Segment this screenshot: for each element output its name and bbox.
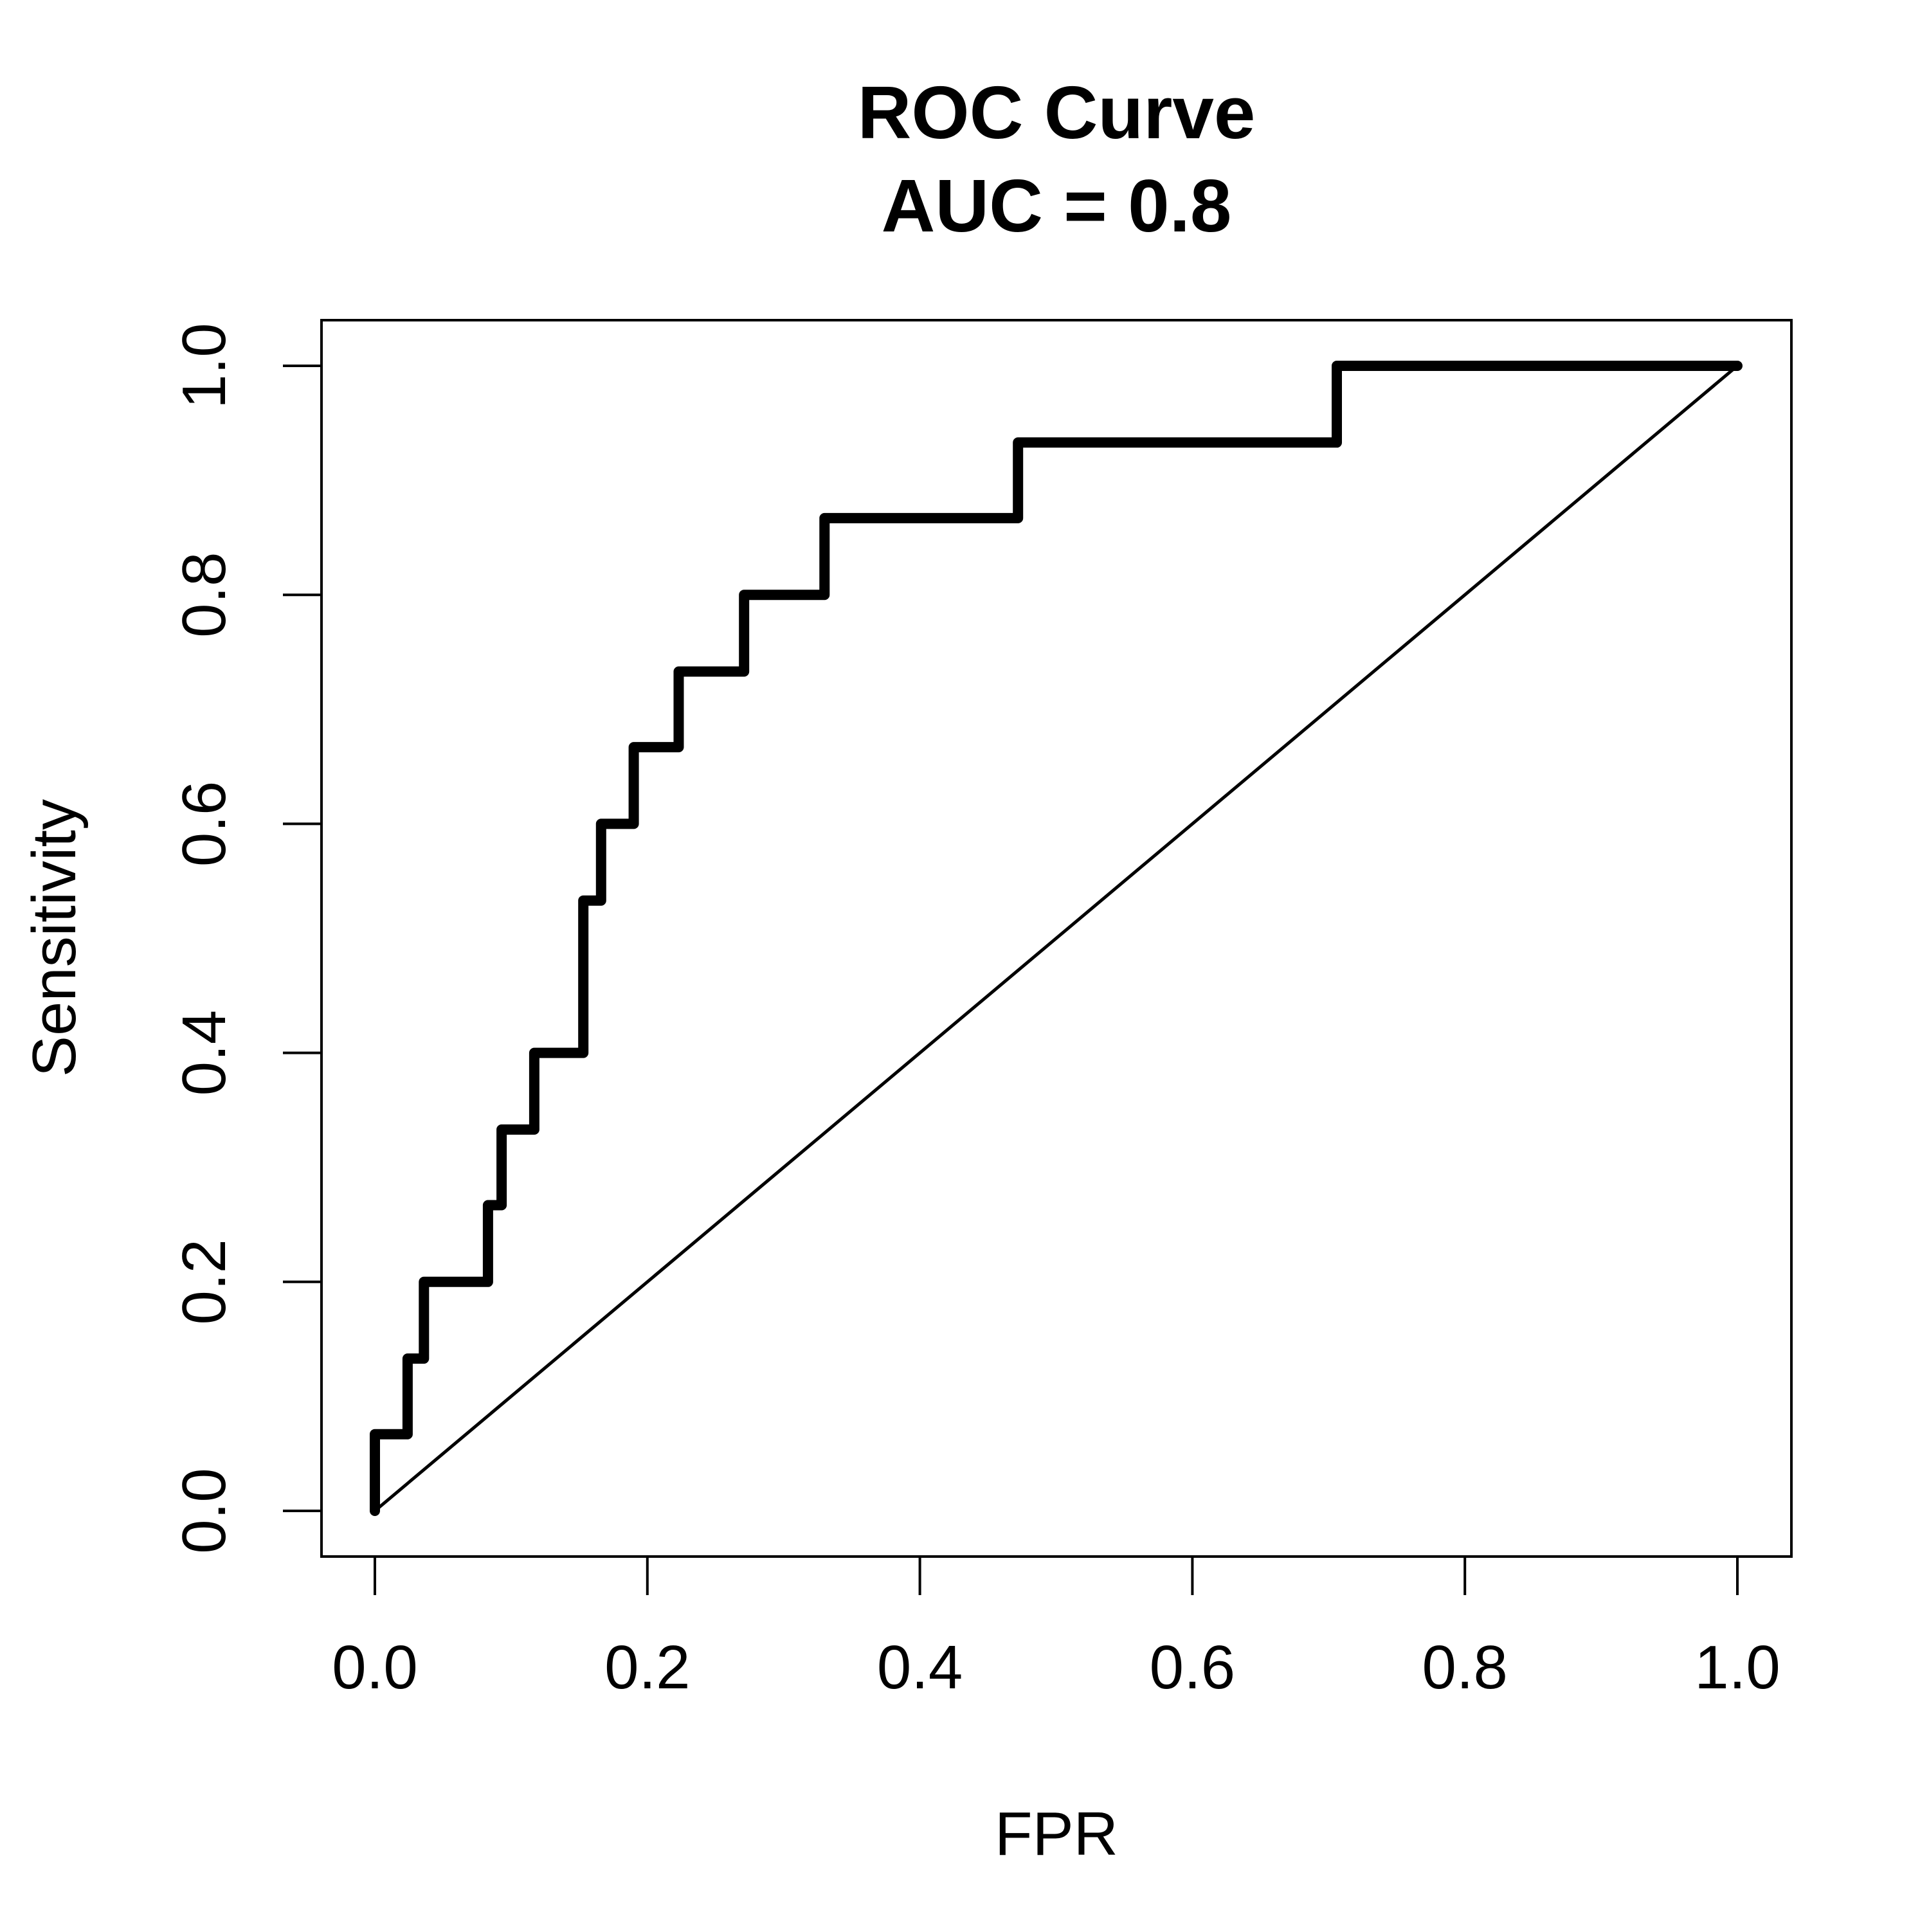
x-tick-label: 0.4 bbox=[877, 1633, 963, 1702]
y-axis-label: Sensitivity bbox=[20, 799, 89, 1077]
x-tick-label: 0.2 bbox=[604, 1633, 690, 1702]
y-tick-label: 1.0 bbox=[170, 323, 239, 408]
y-tick-label: 0.0 bbox=[170, 1468, 239, 1553]
y-tick-label: 0.2 bbox=[170, 1239, 239, 1324]
chart-subtitle: AUC = 0.8 bbox=[882, 164, 1232, 248]
x-tick-label: 1.0 bbox=[1694, 1633, 1780, 1702]
x-axis-label: FPR bbox=[995, 1800, 1118, 1868]
y-tick-label: 0.6 bbox=[170, 781, 239, 867]
y-tick-label: 0.8 bbox=[170, 552, 239, 637]
x-tick-label: 0.6 bbox=[1150, 1633, 1235, 1702]
x-tick-label: 0.0 bbox=[332, 1633, 417, 1702]
x-tick-label: 0.8 bbox=[1422, 1633, 1507, 1702]
roc-curve-line bbox=[370, 361, 1743, 1516]
series-layer bbox=[370, 361, 1743, 1516]
y-tick-label: 0.4 bbox=[170, 1010, 239, 1096]
y-axis: 0.0 0.2 0.4 0.6 0.8 1.0 bbox=[170, 323, 323, 1554]
chart-title: ROC Curve bbox=[858, 71, 1256, 154]
x-axis: 0.0 0.2 0.4 0.6 0.8 1.0 bbox=[332, 1555, 1780, 1702]
diagonal-reference-line bbox=[373, 364, 1739, 1513]
